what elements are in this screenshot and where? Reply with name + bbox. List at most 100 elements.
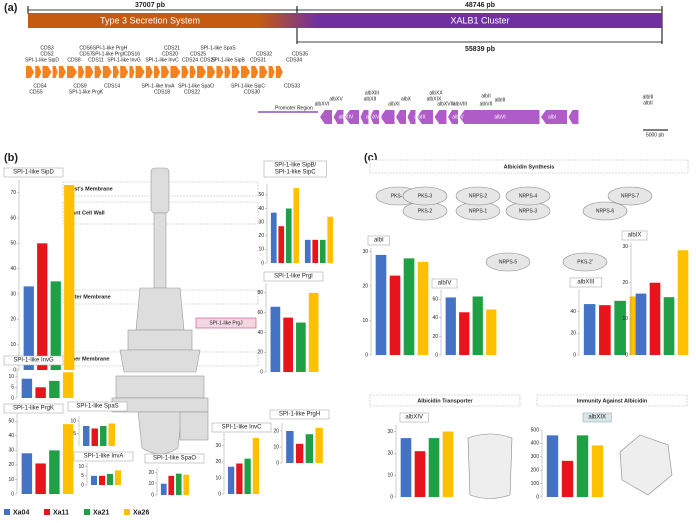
enzyme-label: PKS-1 [391, 193, 406, 199]
enzyme-label: PKS-2 [418, 208, 433, 214]
gene-arrow [333, 110, 344, 124]
enzyme-node [505, 186, 551, 206]
injectisome [111, 167, 209, 455]
y-tick-label: 30 [362, 249, 368, 255]
bar [236, 463, 243, 494]
y-tick-label: 5 [11, 385, 14, 391]
transporter-icon [467, 433, 513, 499]
gene-arrow [360, 110, 369, 124]
gene-label: albXI [388, 101, 399, 107]
section-box [369, 159, 689, 174]
chart-title-box [367, 235, 390, 246]
gene-label: SPI-1-like PrgI [92, 51, 124, 57]
legend-swatch [4, 509, 10, 515]
bar [286, 431, 294, 463]
y-tick-label: 80 [257, 290, 263, 296]
section-label: Albicidin Transporter [417, 398, 473, 404]
gene-arrow [58, 66, 66, 78]
gene-arrow [459, 110, 540, 124]
y-tick-label: 40 [570, 309, 576, 315]
bar [663, 297, 675, 355]
bar [635, 293, 647, 355]
gene-label: CDS16 [124, 51, 140, 57]
enzyme-node [562, 252, 608, 272]
y-tick-label: 300 [531, 454, 540, 460]
bar [546, 435, 559, 497]
enzyme-node [455, 186, 501, 206]
chart-title: albXIII [577, 280, 594, 286]
y-tick-label: 30 [10, 291, 16, 297]
chart-title-box [73, 451, 134, 462]
y-tick-label: 20 [273, 428, 279, 434]
gene-label: SPI-1-like SpaO [178, 83, 214, 89]
y-tick-label: 60 [432, 297, 438, 303]
section-box [369, 394, 521, 407]
y-tick-label: 0 [276, 460, 279, 466]
chart-title: albXIV [405, 415, 423, 421]
chart-title: SPI-1-like InvA [84, 454, 124, 460]
y-tick-label: 20 [387, 451, 393, 457]
gene-arrow [161, 66, 170, 78]
gene-arrow [241, 66, 250, 78]
gene-label: albXVIII [437, 101, 455, 107]
gene-arrow [26, 66, 34, 78]
y-tick-label: 20 [257, 350, 263, 356]
section-label: Immunity Against Albicidin [577, 398, 648, 404]
y-tick-label: 0 [261, 260, 264, 266]
gene-label: SPI-1-like SipD [25, 57, 59, 63]
gene-label: albX [401, 96, 412, 102]
bar [160, 483, 167, 495]
y-tick-label: 60 [257, 310, 263, 316]
bar [295, 443, 304, 463]
legend: Xa04 Xa11 Xa21 Xa26 [4, 509, 149, 516]
y-tick-label: 10 [78, 464, 84, 470]
gene-label: albIII [495, 97, 506, 103]
section-label: Albicidin Synthesis [504, 164, 555, 170]
gene-label: albXII [364, 96, 377, 102]
y-tick-label: 50 [8, 419, 14, 425]
chart-title: SPI-1-like PrgK [13, 406, 54, 412]
gene-label: albVII [480, 101, 493, 107]
membrane-label: Host's Membrane [67, 186, 113, 192]
bar [278, 226, 285, 263]
bar [327, 216, 334, 263]
gene-label: CDS22 [184, 89, 200, 95]
y-tick-label: 0 [435, 352, 438, 358]
bar [106, 474, 114, 485]
enzyme-label: PKS-3 [418, 193, 433, 199]
bar [114, 470, 122, 485]
bar [400, 438, 412, 497]
length: 37007 pb [135, 2, 165, 9]
bar [304, 239, 311, 263]
gene-arrow [181, 66, 189, 78]
gene-label: SPI-1-like InvG [107, 57, 141, 63]
gene-label: CDS27 [200, 57, 216, 63]
t3ss-bar [28, 13, 258, 28]
gene-arrow [120, 66, 129, 78]
y-tick-label: 0 [11, 395, 14, 401]
scale-label: 5000 pb [646, 132, 664, 138]
legend-label: Xa21 [93, 509, 109, 516]
bar [90, 475, 98, 485]
chart-title: albIX [628, 233, 642, 239]
enzyme-label: NRPS-7 [621, 193, 640, 199]
chart-title-box [263, 160, 327, 178]
bar [486, 309, 497, 355]
y-tick-label: 5 [81, 473, 84, 479]
bar [64, 185, 75, 370]
bar [614, 300, 626, 355]
bar [183, 474, 190, 495]
bar [649, 282, 661, 355]
bar [285, 208, 292, 263]
gene-label: albVI [494, 114, 505, 120]
gene-label: CDS2 [40, 51, 54, 57]
bar [244, 458, 251, 494]
y-tick-label: 10 [148, 481, 154, 487]
enzyme-node [402, 186, 448, 206]
legend-label: Xa04 [13, 509, 29, 516]
y-tick-label: 0 [260, 369, 263, 375]
chart-title: SPI-1-like SipD [13, 170, 54, 176]
y-tick-label: 20 [622, 280, 628, 286]
gene-arrow [380, 110, 395, 124]
bar [283, 317, 293, 372]
